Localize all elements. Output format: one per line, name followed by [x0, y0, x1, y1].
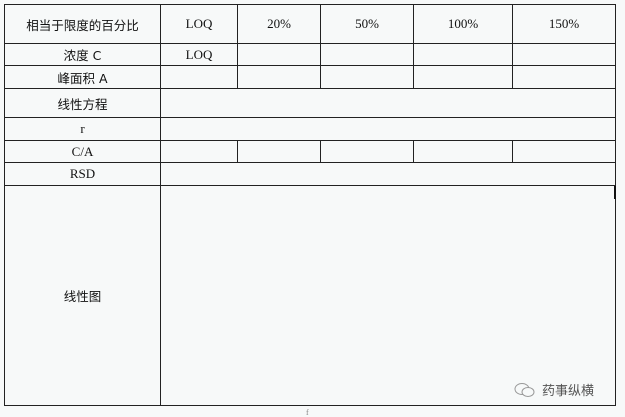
table-cell — [512, 140, 616, 163]
wechat-icon — [514, 382, 535, 397]
table-cell — [320, 65, 414, 89]
watermark-text: 药事纵横 — [542, 384, 595, 399]
table-cell — [160, 117, 616, 141]
table-row: RSD — [4, 162, 616, 186]
row-label: C/A — [4, 140, 161, 163]
table-cell — [512, 65, 616, 89]
watermark: 药事纵横 — [514, 380, 594, 399]
header-cell: 50% — [320, 4, 414, 44]
header-cell: 20% — [237, 4, 321, 44]
footer-mark: f — [306, 408, 309, 417]
table-row: 线性方程 — [4, 88, 616, 118]
plot-cell — [160, 185, 616, 406]
row-label: 峰面积 A — [4, 65, 161, 89]
table-cell — [237, 140, 321, 163]
header-cell: 150% — [512, 4, 616, 44]
table-row: 峰面积 A — [4, 65, 616, 89]
table-cell — [413, 43, 513, 66]
table-row: r — [4, 117, 616, 141]
table-cell — [320, 140, 414, 163]
table-cell — [237, 65, 321, 89]
table-cell — [413, 65, 513, 89]
header-row: 相当于限度的百分比 LOQ 20% 50% 100% 150% — [4, 4, 616, 44]
table-cell — [160, 88, 616, 118]
linearity-table: 相当于限度的百分比 LOQ 20% 50% 100% 150% 浓度 C LOQ… — [4, 4, 616, 406]
row-label: 浓度 C — [4, 43, 161, 66]
table-cell — [413, 140, 513, 163]
table-cell — [160, 162, 616, 186]
header-cell: 相当于限度的百分比 — [4, 4, 161, 44]
row-label: r — [4, 117, 161, 141]
table-cell — [160, 140, 238, 163]
table-cell — [512, 43, 616, 66]
header-cell: 100% — [413, 4, 513, 44]
table-row: 线性图 — [4, 185, 616, 406]
table-cell — [237, 43, 321, 66]
table-row: C/A — [4, 140, 616, 163]
header-cell: LOQ — [160, 4, 238, 44]
table-row: 浓度 C LOQ — [4, 43, 616, 66]
table-cell: LOQ — [160, 43, 238, 66]
row-label: RSD — [4, 162, 161, 186]
row-label: 线性方程 — [4, 88, 161, 118]
table-cell — [160, 65, 238, 89]
row-label: 线性图 — [4, 185, 161, 406]
table-cell — [320, 43, 414, 66]
text-cursor — [614, 186, 616, 199]
